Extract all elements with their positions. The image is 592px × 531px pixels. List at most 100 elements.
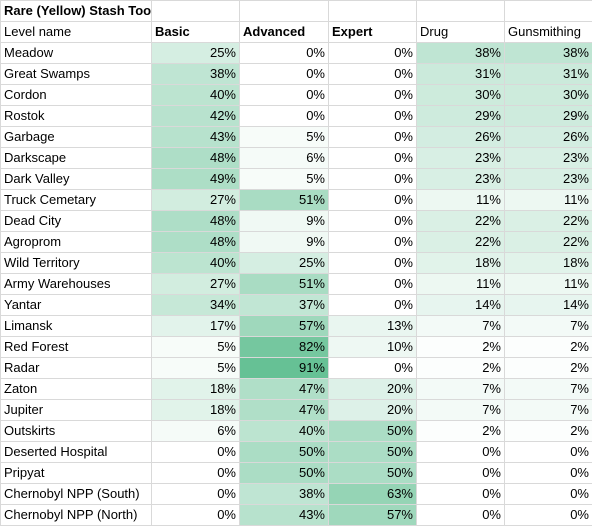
level-name-cell[interactable]: Yantar <box>0 294 152 316</box>
basic-chance-cell[interactable]: 18% <box>151 399 240 421</box>
basic-chance-cell[interactable]: 49% <box>151 168 240 190</box>
advanced-chance-cell[interactable]: 47% <box>239 399 329 421</box>
expert-chance-cell[interactable]: 63% <box>328 483 417 505</box>
drug-chance-cell[interactable]: 0% <box>416 441 505 463</box>
header-advanced[interactable]: Advanced <box>239 21 329 43</box>
header-level-name[interactable]: Level name <box>0 21 152 43</box>
level-name-cell[interactable]: Rostok <box>0 105 152 127</box>
expert-chance-cell[interactable]: 10% <box>328 336 417 358</box>
header-gunsmithing[interactable]: Gunsmithing <box>504 21 592 43</box>
gunsmithing-chance-cell[interactable]: 22% <box>504 210 592 232</box>
drug-chance-cell[interactable]: 11% <box>416 273 505 295</box>
basic-chance-cell[interactable]: 42% <box>151 105 240 127</box>
advanced-chance-cell[interactable]: 0% <box>239 42 329 64</box>
expert-chance-cell[interactable]: 50% <box>328 441 417 463</box>
advanced-chance-cell[interactable]: 43% <box>239 504 329 526</box>
expert-chance-cell[interactable]: 20% <box>328 399 417 421</box>
level-name-cell[interactable]: Deserted Hospital <box>0 441 152 463</box>
expert-chance-cell[interactable]: 50% <box>328 420 417 442</box>
header-expert[interactable]: Expert <box>328 21 417 43</box>
gunsmithing-chance-cell[interactable]: 30% <box>504 84 592 106</box>
level-name-cell[interactable]: Dead City <box>0 210 152 232</box>
gunsmithing-chance-cell[interactable]: 2% <box>504 420 592 442</box>
drug-chance-cell[interactable]: 7% <box>416 315 505 337</box>
drug-chance-cell[interactable]: 2% <box>416 357 505 379</box>
level-name-cell[interactable]: Chernobyl NPP (North) <box>0 504 152 526</box>
advanced-chance-cell[interactable]: 91% <box>239 357 329 379</box>
expert-chance-cell[interactable]: 20% <box>328 378 417 400</box>
gunsmithing-chance-cell[interactable]: 7% <box>504 378 592 400</box>
basic-chance-cell[interactable]: 48% <box>151 147 240 169</box>
advanced-chance-cell[interactable]: 0% <box>239 105 329 127</box>
basic-chance-cell[interactable]: 0% <box>151 504 240 526</box>
drug-chance-cell[interactable]: 0% <box>416 462 505 484</box>
basic-chance-cell[interactable]: 34% <box>151 294 240 316</box>
header-drug[interactable]: Drug <box>416 21 505 43</box>
empty-cell[interactable] <box>328 0 417 22</box>
advanced-chance-cell[interactable]: 40% <box>239 420 329 442</box>
expert-chance-cell[interactable]: 50% <box>328 462 417 484</box>
gunsmithing-chance-cell[interactable]: 31% <box>504 63 592 85</box>
expert-chance-cell[interactable]: 0% <box>328 252 417 274</box>
drug-chance-cell[interactable]: 23% <box>416 147 505 169</box>
advanced-chance-cell[interactable]: 51% <box>239 189 329 211</box>
drug-chance-cell[interactable]: 22% <box>416 210 505 232</box>
advanced-chance-cell[interactable]: 5% <box>239 126 329 148</box>
advanced-chance-cell[interactable]: 38% <box>239 483 329 505</box>
expert-chance-cell[interactable]: 0% <box>328 105 417 127</box>
expert-chance-cell[interactable]: 0% <box>328 168 417 190</box>
gunsmithing-chance-cell[interactable]: 11% <box>504 189 592 211</box>
gunsmithing-chance-cell[interactable]: 26% <box>504 126 592 148</box>
level-name-cell[interactable]: Jupiter <box>0 399 152 421</box>
expert-chance-cell[interactable]: 0% <box>328 84 417 106</box>
level-name-cell[interactable]: Great Swamps <box>0 63 152 85</box>
advanced-chance-cell[interactable]: 37% <box>239 294 329 316</box>
gunsmithing-chance-cell[interactable]: 0% <box>504 504 592 526</box>
basic-chance-cell[interactable]: 5% <box>151 336 240 358</box>
basic-chance-cell[interactable]: 48% <box>151 210 240 232</box>
advanced-chance-cell[interactable]: 9% <box>239 210 329 232</box>
expert-chance-cell[interactable]: 0% <box>328 189 417 211</box>
basic-chance-cell[interactable]: 6% <box>151 420 240 442</box>
expert-chance-cell[interactable]: 0% <box>328 273 417 295</box>
gunsmithing-chance-cell[interactable]: 0% <box>504 483 592 505</box>
advanced-chance-cell[interactable]: 57% <box>239 315 329 337</box>
gunsmithing-chance-cell[interactable]: 38% <box>504 42 592 64</box>
level-name-cell[interactable]: Meadow <box>0 42 152 64</box>
expert-chance-cell[interactable]: 57% <box>328 504 417 526</box>
expert-chance-cell[interactable]: 0% <box>328 357 417 379</box>
advanced-chance-cell[interactable]: 0% <box>239 84 329 106</box>
advanced-chance-cell[interactable]: 50% <box>239 441 329 463</box>
drug-chance-cell[interactable]: 11% <box>416 189 505 211</box>
level-name-cell[interactable]: Cordon <box>0 84 152 106</box>
empty-cell[interactable] <box>416 0 505 22</box>
header-basic[interactable]: Basic <box>151 21 240 43</box>
drug-chance-cell[interactable]: 7% <box>416 378 505 400</box>
basic-chance-cell[interactable]: 48% <box>151 231 240 253</box>
basic-chance-cell[interactable]: 38% <box>151 63 240 85</box>
drug-chance-cell[interactable]: 31% <box>416 63 505 85</box>
level-name-cell[interactable]: Garbage <box>0 126 152 148</box>
drug-chance-cell[interactable]: 29% <box>416 105 505 127</box>
expert-chance-cell[interactable]: 0% <box>328 294 417 316</box>
drug-chance-cell[interactable]: 30% <box>416 84 505 106</box>
drug-chance-cell[interactable]: 14% <box>416 294 505 316</box>
level-name-cell[interactable]: Chernobyl NPP (South) <box>0 483 152 505</box>
basic-chance-cell[interactable]: 43% <box>151 126 240 148</box>
advanced-chance-cell[interactable]: 5% <box>239 168 329 190</box>
expert-chance-cell[interactable]: 0% <box>328 231 417 253</box>
drug-chance-cell[interactable]: 0% <box>416 504 505 526</box>
level-name-cell[interactable]: Zaton <box>0 378 152 400</box>
gunsmithing-chance-cell[interactable]: 2% <box>504 336 592 358</box>
advanced-chance-cell[interactable]: 6% <box>239 147 329 169</box>
basic-chance-cell[interactable]: 27% <box>151 273 240 295</box>
empty-cell[interactable] <box>151 0 240 22</box>
sheet-title[interactable]: Rare (Yellow) Stash Tools Chance for GAM… <box>0 0 152 22</box>
basic-chance-cell[interactable]: 18% <box>151 378 240 400</box>
level-name-cell[interactable]: Truck Cemetary <box>0 189 152 211</box>
advanced-chance-cell[interactable]: 47% <box>239 378 329 400</box>
level-name-cell[interactable]: Army Warehouses <box>0 273 152 295</box>
gunsmithing-chance-cell[interactable]: 14% <box>504 294 592 316</box>
advanced-chance-cell[interactable]: 9% <box>239 231 329 253</box>
expert-chance-cell[interactable]: 0% <box>328 63 417 85</box>
